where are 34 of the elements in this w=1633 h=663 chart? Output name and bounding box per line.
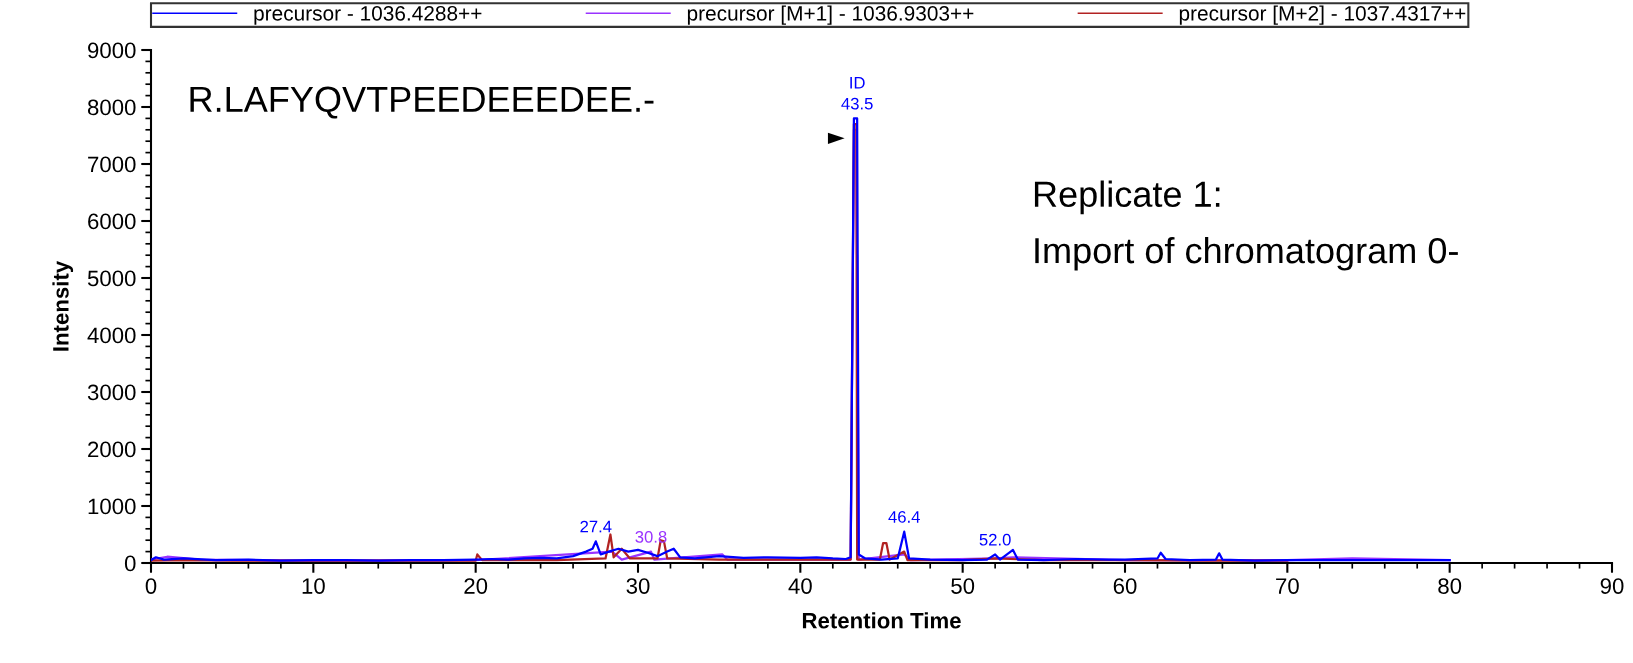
y-tick-label: 9000 [88, 42, 136, 59]
x-tick-label: 40 [788, 578, 812, 594]
y-tick-label: 0 [124, 555, 136, 572]
y-tick-label: 1000 [88, 498, 136, 515]
x-tick-label: 60 [1113, 578, 1137, 594]
legend-label: precursor [M+2] - 1037.4317++ [1179, 5, 1466, 25]
y-tick-label: 6000 [88, 213, 136, 230]
x-tick-label: 90 [1600, 578, 1624, 594]
annotation: ID [850, 77, 865, 89]
x-tick-label: 0 [145, 578, 157, 594]
annotation: 27.4 [580, 520, 612, 533]
annotation: R.LAFYQVTPEEDEEEDEE.- [190, 86, 654, 119]
annotation: Replicate 1: [1034, 180, 1220, 215]
x-tick-label: 10 [302, 578, 325, 594]
x-axis-title: Retention Time [802, 612, 961, 629]
y-tick-label: 5000 [87, 270, 136, 287]
annotation: 46.4 [888, 511, 920, 523]
y-tick-label: 4000 [87, 327, 136, 344]
x-tick-label: 70 [1276, 578, 1299, 594]
x-tick-label: 20 [464, 578, 488, 594]
x-tick-label: 80 [1438, 578, 1462, 594]
legend-label: precursor [M+1] - 1036.9303++ [687, 5, 974, 25]
annotation: 43.5 [841, 97, 873, 110]
y-tick-label: 7000 [88, 156, 136, 173]
legend-label: precursor - 1036.4288++ [254, 5, 482, 25]
annotation: 30.8 [635, 530, 667, 543]
y-tick-label: 2000 [88, 441, 136, 458]
x-tick-label: 50 [951, 578, 975, 594]
annotation: 52.0 [979, 533, 1011, 546]
annotation: Import of chromatogram 0- [1035, 236, 1458, 271]
y-tick-label: 8000 [87, 99, 136, 116]
y-tick-label: 3000 [87, 384, 136, 401]
x-tick-label: 30 [626, 578, 650, 594]
y-axis-title: Intensity [52, 260, 74, 351]
